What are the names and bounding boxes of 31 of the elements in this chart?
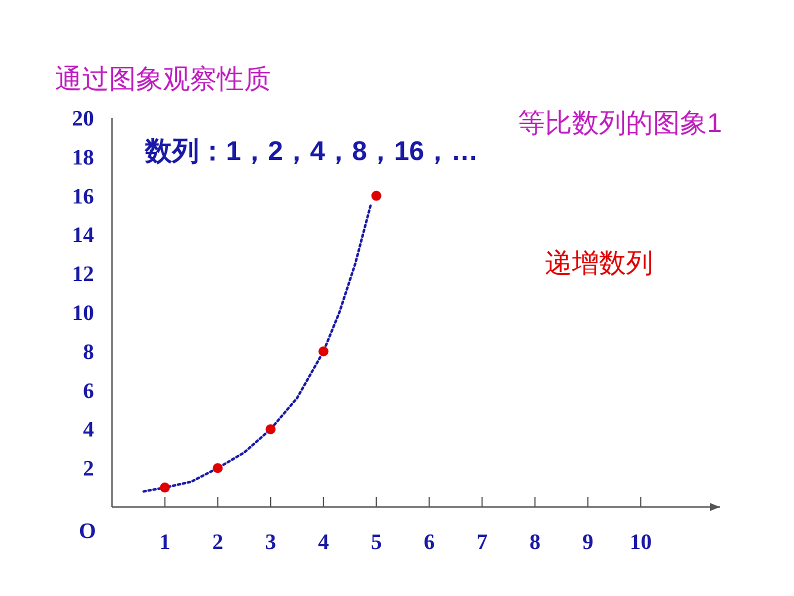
text: O [78, 518, 96, 543]
point [212, 463, 223, 474]
x-tick-label: 3 [265, 529, 276, 554]
y-tick-label: 18 [72, 144, 94, 170]
annotation: 递增数列 [545, 248, 653, 278]
y-tick-label: 20 [72, 106, 94, 130]
x-tick-label: 1 [159, 529, 170, 554]
y-tick-label: 8 [83, 338, 94, 364]
x-tick-label: 7 [476, 529, 488, 554]
point [371, 190, 382, 201]
y-tick-label: 16 [72, 183, 94, 208]
x-tick-label: 8 [529, 529, 540, 554]
y-tick-label: 10 [72, 300, 94, 325]
x-tick-label: 5 [370, 529, 382, 554]
point [160, 482, 170, 493]
x-tick-label: 2 [212, 529, 224, 554]
x-tick-label: 4 [318, 529, 329, 554]
y-tick-label: 4 [83, 416, 94, 442]
line-series [142, 202, 372, 493]
text: 数列：1，2，4，8，16，… [144, 136, 478, 166]
x-tick-label: 9 [582, 529, 594, 554]
y-tick-label: 2 [83, 456, 94, 481]
y-tick-label: 12 [72, 261, 94, 286]
chart-title: 等比数列的图象1 [518, 108, 722, 138]
x-tick-label: 6 [424, 529, 435, 554]
y-tick-label: 14 [72, 222, 94, 248]
text: 通过图象观察性质 [55, 64, 271, 94]
x-tick-label: 10 [630, 529, 652, 554]
point [318, 346, 328, 356]
point [266, 424, 276, 434]
y-tick-label: 6 [83, 378, 94, 403]
